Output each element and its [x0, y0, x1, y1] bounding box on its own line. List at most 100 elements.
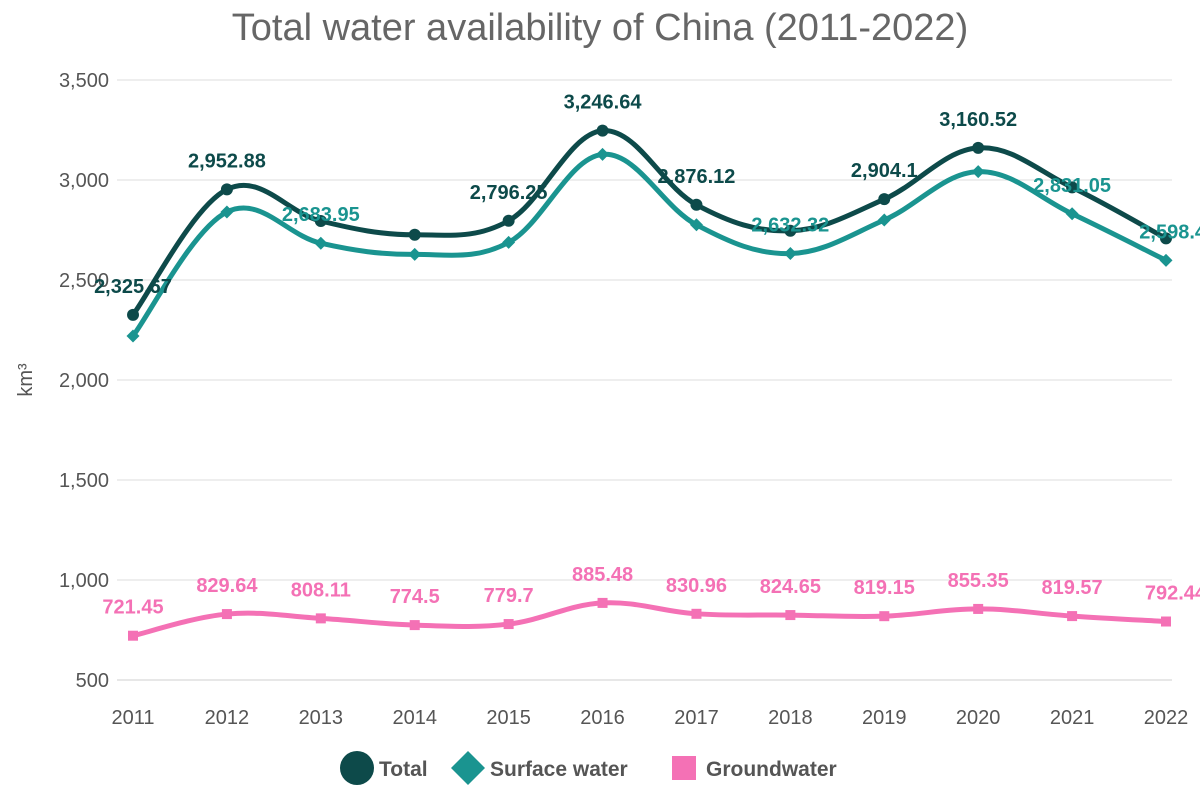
data-point [1066, 181, 1079, 194]
data-label: 2,796.25 [470, 182, 548, 204]
data-point [972, 141, 985, 154]
y-tick-label: 1,500 [59, 470, 109, 492]
data-label: 2,683.95 [282, 204, 360, 226]
data-point [409, 620, 420, 631]
data-label: 2,632.32 [751, 215, 829, 237]
data-point [220, 205, 234, 219]
legend-label: Surface water [490, 758, 628, 781]
data-label: 2,876.12 [658, 166, 736, 188]
series-line [130, 128, 1169, 318]
data-label: 721.45 [102, 597, 163, 619]
x-tick-label: 2019 [862, 707, 907, 729]
x-tick-label: 2016 [580, 707, 625, 729]
data-point [314, 236, 328, 250]
data-label: 819.15 [854, 577, 915, 599]
x-tick-label: 2015 [486, 707, 531, 729]
chart-title: Total water availability of China (2011-… [232, 7, 968, 49]
x-tick-label: 2017 [674, 707, 719, 729]
legend-label: Groundwater [706, 758, 837, 781]
x-tick-label: 2020 [956, 707, 1001, 729]
data-label: 819.57 [1042, 577, 1103, 599]
data-point [691, 608, 702, 619]
y-tick-label: 1,000 [59, 570, 109, 592]
x-axis-ticks: 2011 2012 2013 2014 2015 2016 2017 2018 2019 2020… [111, 707, 1188, 729]
data-label: 2,598.4 [1139, 221, 1200, 243]
data-point [503, 619, 514, 630]
x-tick-label: 2022 [1144, 707, 1189, 729]
data-point [784, 224, 797, 237]
data-label: 808.11 [291, 579, 351, 601]
legend-label: Total [379, 758, 428, 781]
y-tick-label: 500 [76, 670, 109, 692]
data-point [877, 213, 891, 227]
data-point [1159, 253, 1173, 267]
data-point [502, 235, 516, 249]
y-axis-ticks: 500 1,000 1,500 2,000 2,500 3,000 3,500 [59, 70, 109, 692]
data-point [1160, 232, 1172, 245]
data-point [127, 308, 139, 321]
data-label: 792.44 [1145, 583, 1200, 605]
data-point [502, 214, 515, 227]
data-label: 2,325.67 [94, 276, 172, 298]
x-tick-label: 2014 [392, 707, 437, 729]
data-label: 774.5 [390, 586, 440, 608]
data-point [971, 165, 985, 179]
legend-item-groundwater[interactable]: Groundwater [672, 756, 837, 781]
data-point [689, 218, 703, 232]
legend[interactable]: Total Surface water Groundwater [340, 751, 837, 785]
legend-marker-diamond [451, 751, 485, 785]
data-point [597, 597, 608, 608]
data-point [1065, 207, 1079, 221]
x-tick-label: 2013 [299, 707, 344, 729]
x-tick-label: 2021 [1050, 707, 1095, 729]
data-point [315, 613, 326, 624]
data-label: 824.65 [760, 576, 821, 598]
data-point [408, 228, 421, 241]
series-line [130, 600, 1169, 639]
data-point [314, 215, 327, 227]
y-tick-label: 2,500 [59, 270, 109, 292]
y-tick-label: 3,000 [59, 170, 109, 192]
legend-item-surface-water[interactable]: Surface water [451, 751, 628, 785]
data-point [128, 630, 138, 641]
legend-item-total[interactable]: Total [340, 751, 428, 785]
series-line [130, 151, 1169, 339]
x-tick-label: 2011 [111, 707, 154, 729]
data-point [1067, 611, 1078, 622]
data-point [690, 198, 703, 211]
data-label: 830.96 [666, 575, 727, 597]
data-point [785, 610, 796, 621]
y-tick-label: 2,000 [59, 370, 109, 392]
series-groundwater [128, 597, 1171, 641]
data-label: 3,246.64 [564, 92, 643, 114]
y-tick-label: 3,500 [59, 70, 109, 92]
data-point [973, 603, 984, 614]
gridlines [117, 79, 1172, 681]
series-surface-water [126, 147, 1173, 343]
data-label: 3,160.52 [939, 109, 1017, 131]
data-label: 829.64 [196, 575, 258, 597]
data-point [596, 124, 609, 137]
data-point [221, 609, 232, 620]
data-label: 2,831.05 [1033, 175, 1111, 197]
data-label: 2,904.1 [851, 160, 918, 182]
data-point [879, 611, 890, 622]
data-label: 2,952.88 [188, 150, 266, 172]
data-point [220, 183, 233, 196]
data-point [878, 193, 891, 206]
data-point [596, 147, 610, 161]
y-axis-label: km³ [15, 363, 37, 397]
data-point [408, 247, 422, 261]
data-point [1161, 616, 1171, 627]
data-point [126, 329, 140, 343]
data-labels: 2,325.67 2,952.88 2,796.25 3,246.64 2,876.12… [94, 92, 1200, 619]
series-total [127, 124, 1172, 321]
legend-marker-circle [340, 751, 374, 785]
data-label: 855.35 [948, 570, 1009, 592]
data-label: 885.48 [572, 564, 633, 586]
legend-marker-square [672, 756, 696, 780]
data-label: 779.7 [484, 585, 534, 607]
series-group [126, 124, 1173, 641]
x-tick-label: 2018 [768, 707, 813, 729]
